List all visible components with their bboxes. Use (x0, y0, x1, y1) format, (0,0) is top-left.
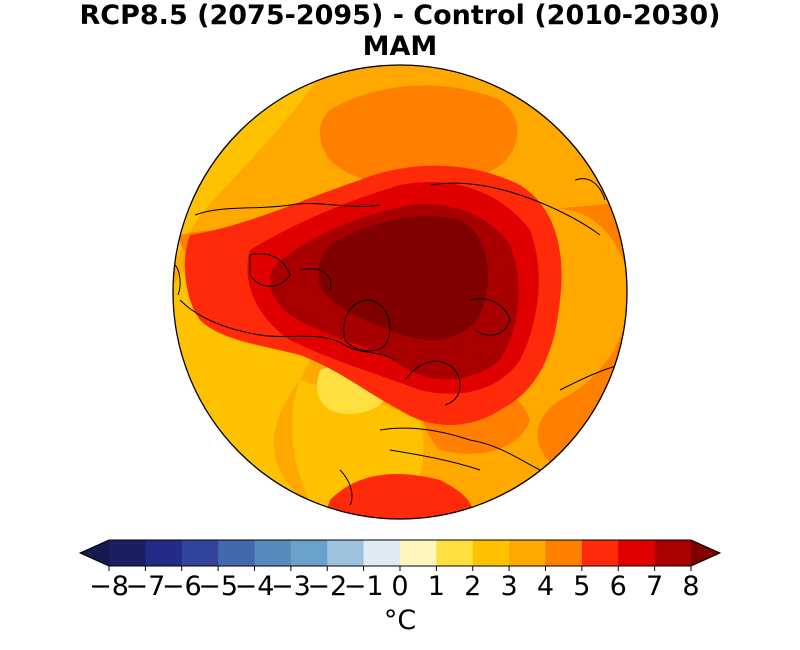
colorbar-tick-label: −6 (161, 571, 202, 602)
colorbar-cell (545, 540, 583, 566)
field-gt8 (318, 216, 489, 340)
colorbar-under-triangle (80, 540, 109, 566)
colorbar-cell (618, 540, 656, 566)
colorbar-tick-label: 2 (464, 571, 482, 602)
colorbar-cell (327, 540, 365, 566)
colorbar-cell (472, 540, 510, 566)
colorbar-tick-label: −1 (343, 571, 384, 602)
colorbar-tick-label: −8 (89, 571, 129, 602)
colorbar-tick-label: −5 (198, 571, 239, 602)
colorbar-cell (254, 540, 292, 566)
colorbar-tick-label: 4 (536, 571, 555, 602)
colorbar-cell (436, 540, 474, 566)
colorbar-tick-label: −7 (125, 571, 166, 602)
map-title: RCP8.5 (2075-2095) - Control (2010-2030) (79, 0, 721, 31)
map-boundary (172, 64, 628, 520)
colorbar-tick-label: 7 (646, 571, 664, 602)
colorbar-cell (145, 540, 183, 566)
coastlines (174, 178, 621, 506)
colorbar-cell (400, 540, 437, 566)
colorbar-cell (654, 540, 692, 566)
colorbar-cell (509, 540, 546, 566)
colorbar-tick-label: −2 (307, 571, 348, 602)
colorbar-cell (218, 540, 255, 566)
colorbar-tick-label: 6 (609, 571, 627, 602)
colorbar-tick-label: 1 (427, 571, 445, 602)
colorbar-cell (290, 540, 328, 566)
colorbar-cell (109, 540, 146, 566)
colorbar-tick-label: 8 (682, 571, 700, 602)
colorbar-tick-label: 0 (391, 571, 409, 602)
colorbar-tick-label: −3 (270, 571, 311, 602)
season-subtitle: MAM (362, 31, 438, 62)
colorbar-cell (581, 540, 619, 566)
field-4to5-north (319, 85, 518, 185)
colorbar-tick-label: 5 (573, 571, 591, 602)
colorbar-tick-label: −4 (234, 571, 275, 602)
colorbar-cell (363, 540, 401, 566)
colorbar-cell (181, 540, 219, 566)
colorbar-unit-label: °C (383, 605, 417, 636)
colorbar-over-triangle (691, 540, 720, 566)
colorbar-tick-label: 3 (500, 571, 518, 602)
